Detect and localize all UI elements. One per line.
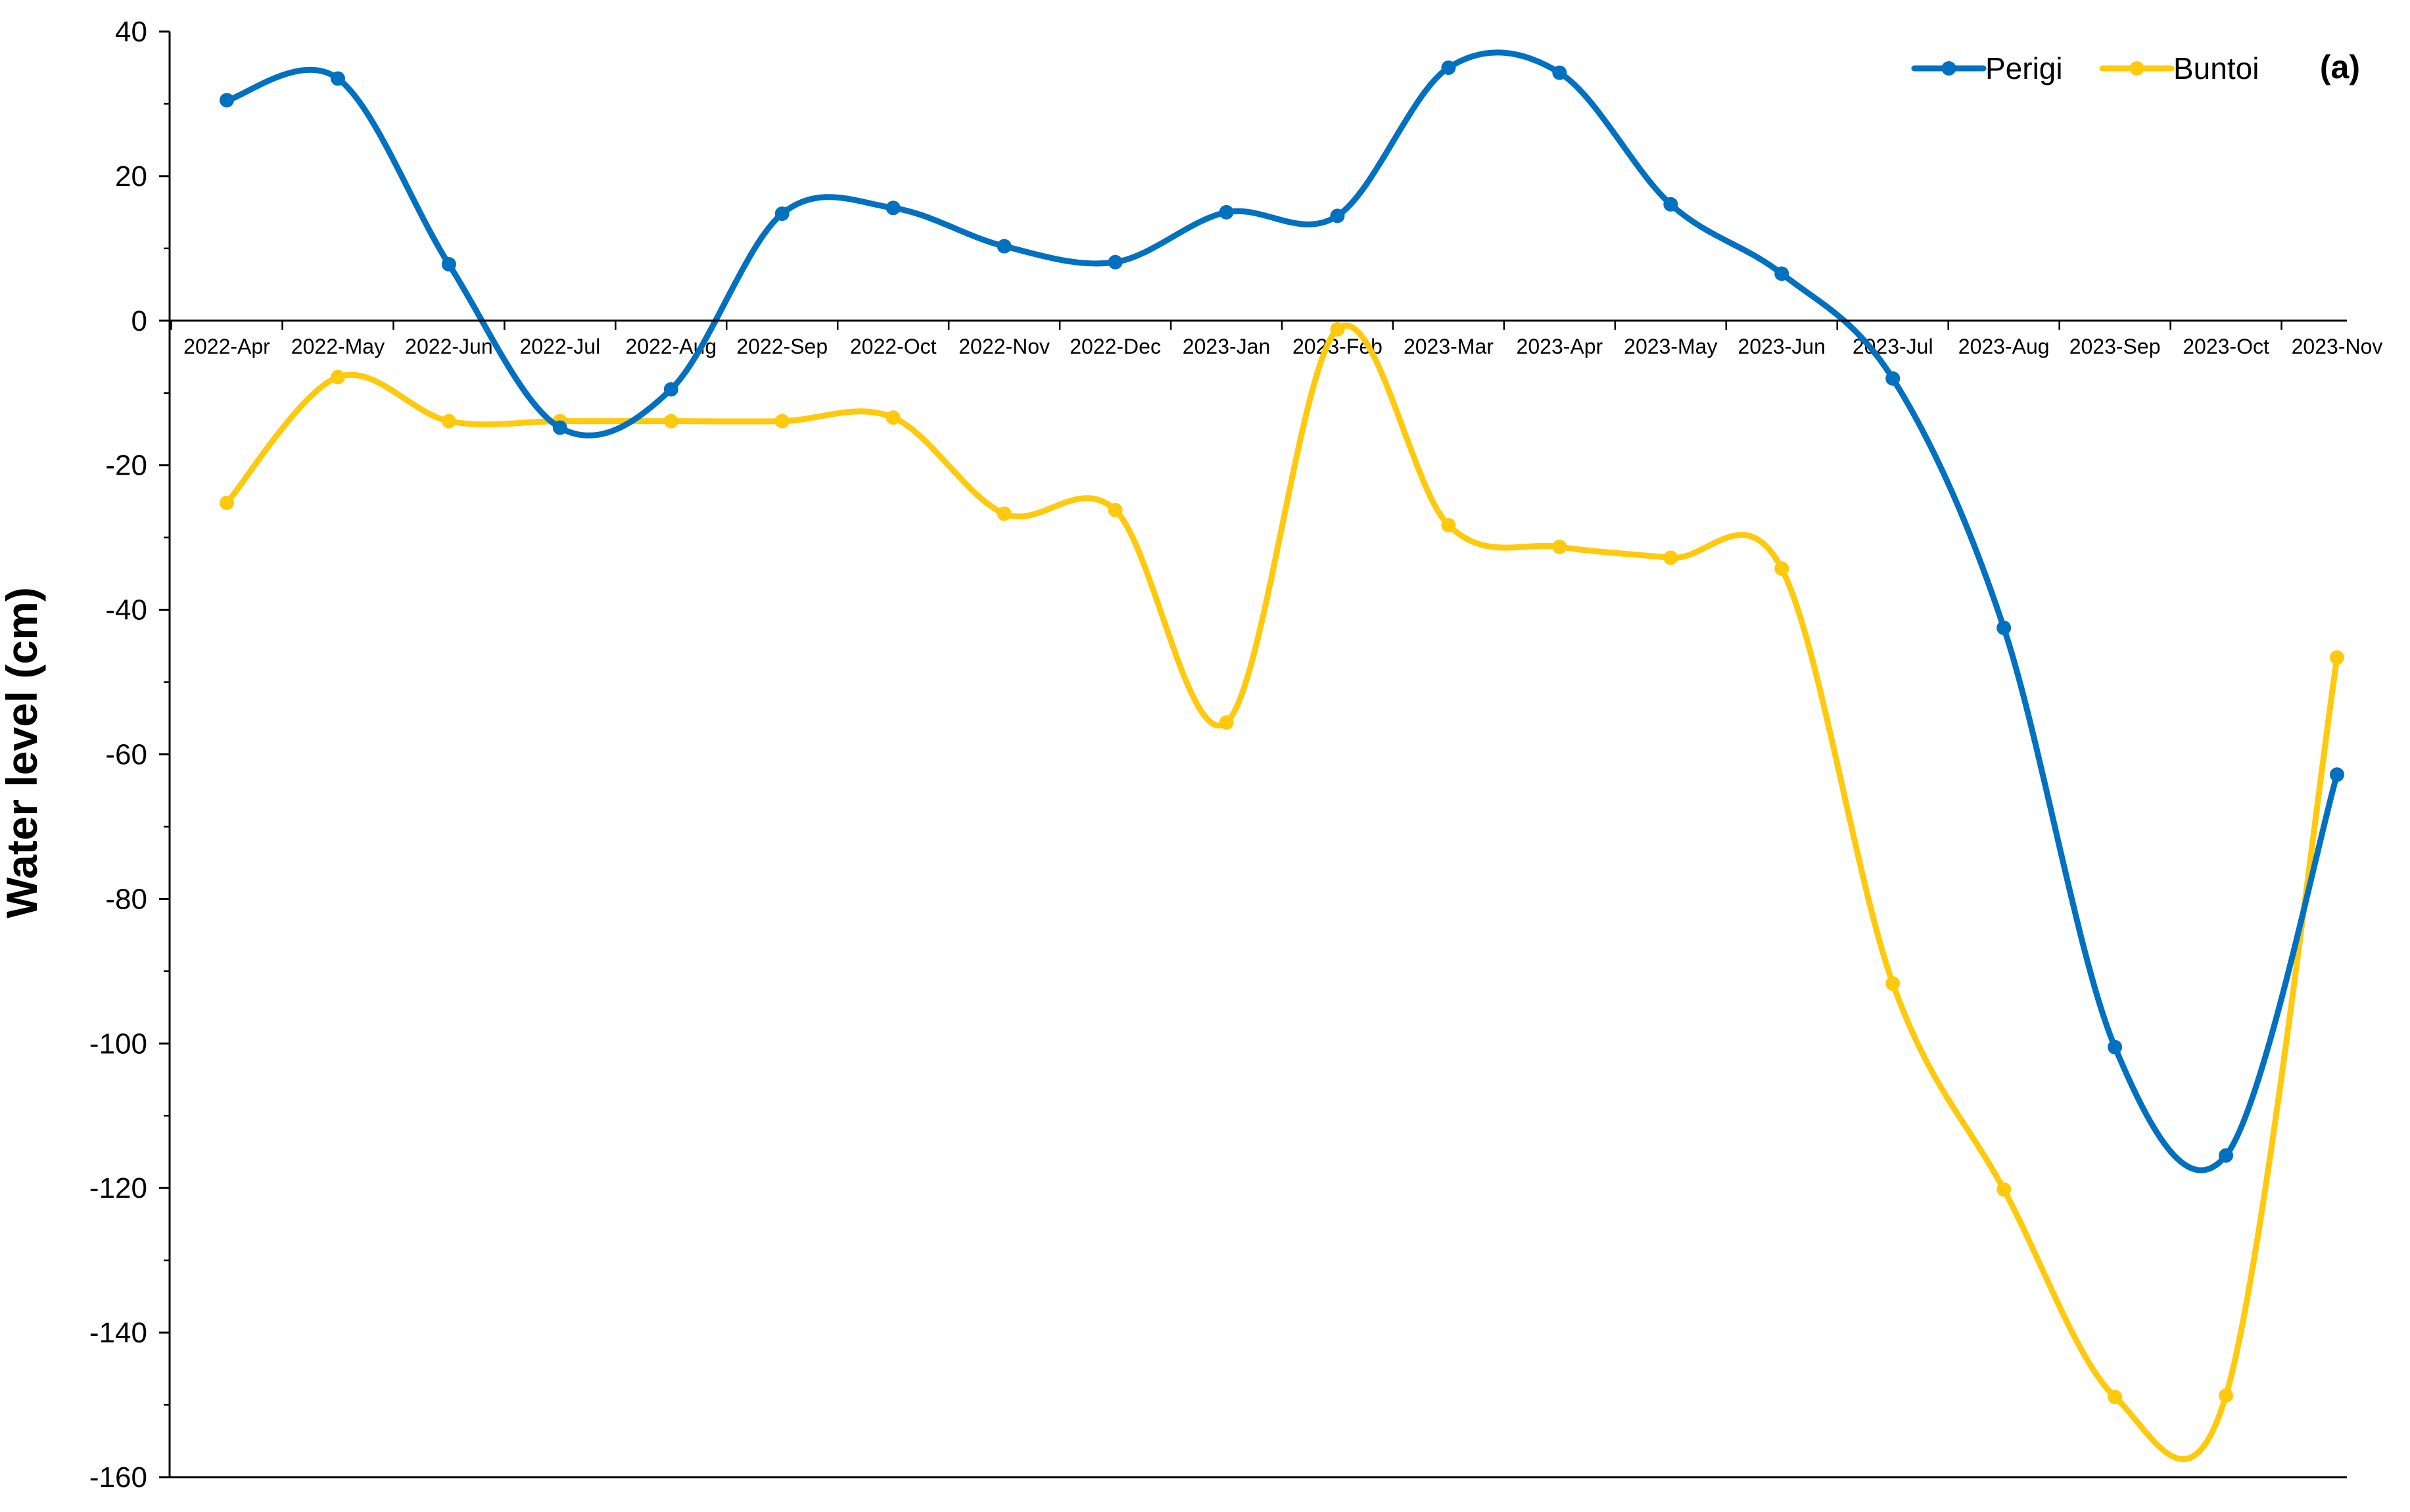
data-point-perigi bbox=[1552, 65, 1567, 80]
y-tick-label: -120 bbox=[89, 1172, 147, 1204]
x-tick-label: 2023-Nov bbox=[2292, 335, 2383, 358]
y-tick-label: 0 bbox=[131, 305, 147, 337]
y-tick-label: 20 bbox=[115, 160, 147, 193]
data-point-perigi bbox=[330, 71, 345, 86]
data-point-buntoi bbox=[1108, 502, 1123, 517]
x-tick-label: 2023-Apr bbox=[1517, 335, 1603, 358]
data-point-perigi bbox=[220, 93, 234, 108]
data-point-perigi bbox=[1774, 266, 1789, 281]
data-point-perigi bbox=[997, 239, 1012, 254]
data-point-buntoi bbox=[1885, 976, 1901, 991]
y-tick-label: -160 bbox=[89, 1461, 147, 1494]
y-tick-label: -40 bbox=[105, 594, 147, 626]
data-point-buntoi bbox=[2108, 1389, 2123, 1404]
y-tick-label: -20 bbox=[105, 450, 147, 482]
data-point-buntoi bbox=[1997, 1182, 2012, 1197]
data-point-perigi bbox=[441, 257, 456, 272]
legend-label-buntoi: Buntoi bbox=[2173, 51, 2259, 85]
x-tick-label: 2022-May bbox=[291, 335, 385, 358]
x-tick-label: 2023-Jan bbox=[1183, 335, 1270, 358]
legend-marker-perigi bbox=[1941, 61, 1956, 76]
y-tick-label: -80 bbox=[105, 883, 147, 915]
data-point-buntoi bbox=[1330, 321, 1345, 337]
data-point-buntoi bbox=[997, 506, 1012, 521]
data-point-perigi bbox=[2108, 1039, 2123, 1054]
data-point-buntoi bbox=[886, 410, 901, 425]
legend-label-perigi: Perigi bbox=[1985, 51, 2063, 85]
data-point-buntoi bbox=[2330, 650, 2344, 665]
x-tick-label: 2022-Apr bbox=[183, 335, 270, 358]
x-tick-label: 2022-Dec bbox=[1070, 335, 1161, 358]
x-tick-label: 2023-Jun bbox=[1738, 335, 1826, 358]
series-buntoi bbox=[220, 321, 2344, 1463]
x-tick-label: 2023-Oct bbox=[2183, 335, 2269, 358]
data-point-perigi bbox=[552, 420, 567, 435]
y-tick-label: 40 bbox=[115, 16, 147, 48]
x-tick-label: 2022-Sep bbox=[736, 335, 828, 358]
legend: Perigi Buntoi bbox=[1911, 51, 2259, 85]
data-point-buntoi bbox=[441, 413, 456, 429]
data-point-buntoi bbox=[1219, 715, 1234, 730]
panel-label: (a) bbox=[2320, 49, 2360, 85]
data-point-buntoi bbox=[1663, 550, 1678, 565]
y-tick-label: -100 bbox=[89, 1028, 147, 1060]
series-layer bbox=[220, 49, 2344, 1463]
x-tick-label: 2022-Oct bbox=[850, 335, 937, 358]
series-perigi bbox=[220, 49, 2344, 1173]
data-point-buntoi bbox=[330, 369, 345, 385]
x-tick-label: 2023-May bbox=[1624, 335, 1717, 358]
data-point-buntoi bbox=[1441, 517, 1456, 532]
data-point-perigi bbox=[1219, 204, 1234, 220]
data-point-buntoi bbox=[220, 495, 234, 510]
y-axis-ticks: 40 20 0 -20 -40 -60 -80 -100 -120 -140 -160 bbox=[89, 16, 170, 1494]
legend-item-perigi: Perigi bbox=[1911, 51, 2063, 85]
data-point-perigi bbox=[2219, 1148, 2234, 1163]
y-tick-label: -140 bbox=[89, 1317, 147, 1349]
x-axis-ticks: 2022-Apr 2022-May 2022-Jun 2022-Jul 2022-Aug… bbox=[170, 320, 2383, 358]
data-point-perigi bbox=[1108, 254, 1123, 270]
series-line-perigi bbox=[224, 49, 2340, 1173]
data-point-perigi bbox=[2330, 767, 2344, 782]
legend-marker-buntoi bbox=[2129, 61, 2144, 76]
x-tick-label: 2022-Jun bbox=[405, 335, 492, 358]
x-tick-label: 2022-Jul bbox=[519, 335, 600, 358]
data-point-buntoi bbox=[2219, 1388, 2234, 1403]
data-point-perigi bbox=[1441, 60, 1456, 75]
data-point-perigi bbox=[663, 382, 678, 397]
y-axis-title: Water level (cm) bbox=[0, 587, 46, 918]
data-point-perigi bbox=[1997, 621, 2012, 636]
x-tick-label: 2022-Nov bbox=[958, 335, 1050, 358]
data-point-buntoi bbox=[774, 413, 790, 429]
y-tick-label: -60 bbox=[105, 739, 147, 771]
data-point-buntoi bbox=[1552, 539, 1567, 554]
data-point-buntoi bbox=[1774, 561, 1789, 576]
data-point-perigi bbox=[1663, 197, 1678, 212]
legend-item-buntoi: Buntoi bbox=[2099, 51, 2259, 85]
x-tick-label: 2023-Aug bbox=[1958, 335, 2050, 358]
x-tick-label: 2023-Mar bbox=[1404, 335, 1494, 358]
data-point-perigi bbox=[886, 201, 901, 216]
data-point-perigi bbox=[1885, 371, 1901, 386]
data-point-perigi bbox=[774, 206, 790, 222]
data-point-perigi bbox=[1330, 208, 1345, 224]
data-point-buntoi bbox=[663, 413, 678, 429]
x-tick-label: 2023-Sep bbox=[2069, 335, 2161, 358]
